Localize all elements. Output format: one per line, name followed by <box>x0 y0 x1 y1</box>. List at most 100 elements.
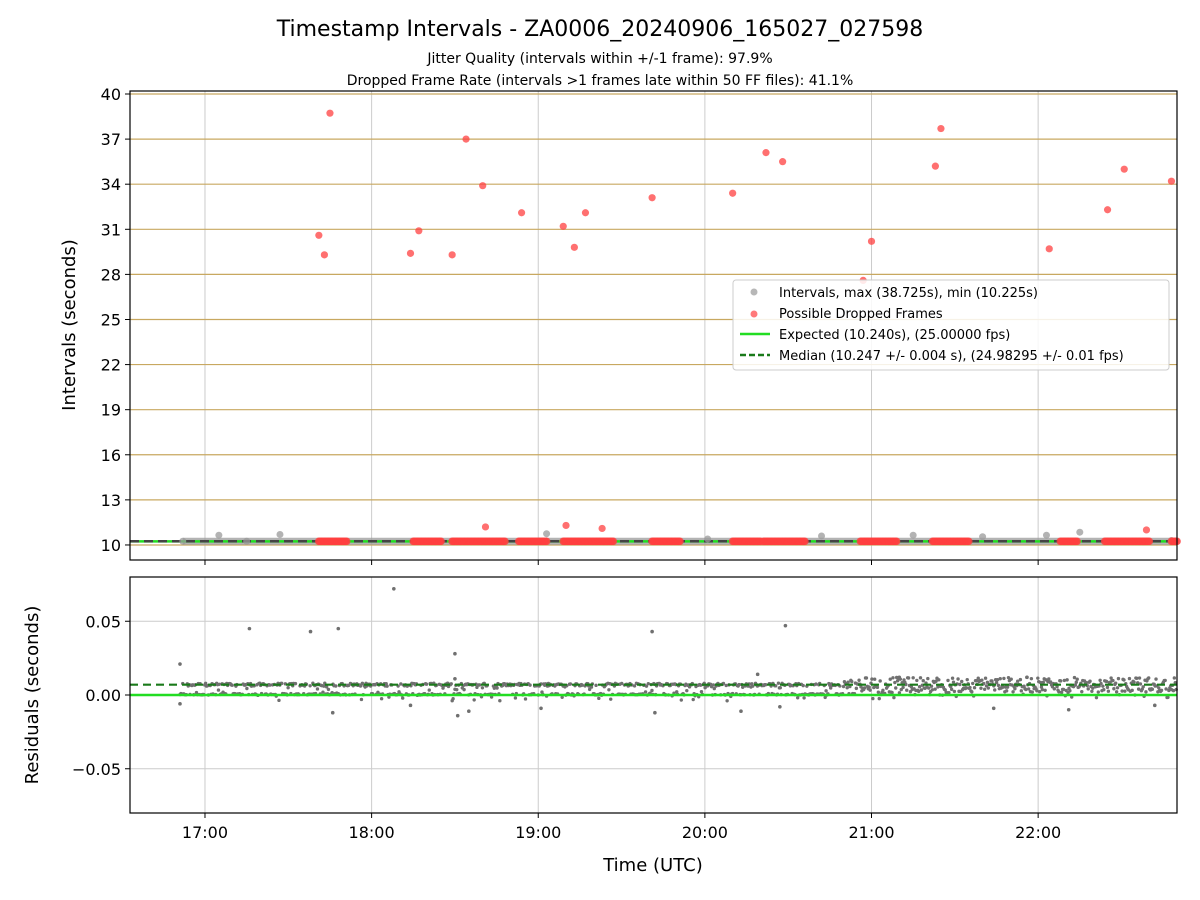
residual-point <box>946 678 950 683</box>
dropped-frame-point <box>570 243 578 251</box>
residual-point <box>498 698 502 703</box>
residual-point <box>850 679 854 684</box>
residual-point <box>958 682 962 687</box>
legend-label-dropped: Possible Dropped Frames <box>779 307 943 322</box>
residual-point <box>178 702 182 706</box>
residual-point <box>217 682 222 686</box>
residual-point <box>1068 689 1072 693</box>
residual-point <box>893 680 897 685</box>
dropped-frame-point <box>1045 245 1053 253</box>
interval-point <box>179 537 187 545</box>
residual-point <box>1114 690 1119 694</box>
residual-point <box>1030 690 1035 694</box>
residual-point <box>1106 689 1111 693</box>
residual-point <box>983 676 988 680</box>
residual-point <box>909 685 914 689</box>
residual-point <box>857 678 861 682</box>
residual-point <box>1127 676 1132 681</box>
residual-point <box>916 689 921 694</box>
residual-point <box>936 685 940 689</box>
residual-point <box>462 687 466 692</box>
residual-point <box>449 682 453 686</box>
residual-point <box>960 679 964 684</box>
residual-point <box>1037 689 1042 694</box>
residual-point <box>1114 681 1118 685</box>
residual-point <box>293 681 298 686</box>
residual-point <box>1164 687 1168 691</box>
residual-point <box>1065 678 1069 682</box>
residual-point <box>867 685 871 689</box>
residual-point <box>336 626 341 631</box>
residual-point <box>1019 689 1024 693</box>
residual-point <box>451 697 455 701</box>
residual-point <box>1101 684 1105 688</box>
residual-point <box>650 688 654 693</box>
dropped-frame-point <box>581 209 590 217</box>
residual-point <box>993 688 997 692</box>
dropped-frame-point <box>559 222 567 230</box>
bottom-ylabel: Residuals (seconds) <box>22 606 43 785</box>
residual-point <box>995 678 1000 682</box>
residual-point <box>901 685 905 690</box>
residual-point <box>609 697 613 701</box>
residual-point <box>906 676 911 680</box>
residual-point <box>890 690 894 695</box>
residual-point <box>712 686 716 691</box>
residual-point <box>927 686 931 690</box>
residual-point <box>675 690 679 694</box>
residual-point <box>905 688 909 692</box>
residual-point <box>917 685 922 689</box>
residual-point <box>776 681 781 685</box>
residual-point <box>933 687 937 691</box>
residual-point <box>1173 680 1177 685</box>
residual-point <box>951 680 956 684</box>
residual-point <box>1132 680 1136 684</box>
top-ytick-label: 40 <box>101 85 121 104</box>
residual-point <box>1001 685 1005 689</box>
residual-point <box>894 686 898 690</box>
residual-point <box>620 681 624 686</box>
legend: Intervals, max (38.725s), min (10.225s) … <box>732 279 1170 371</box>
dropped-frame-point <box>1167 177 1176 185</box>
residual-point <box>763 683 768 687</box>
dropped-frame-point <box>598 524 606 533</box>
interval-point <box>276 530 284 538</box>
residual-point <box>991 706 996 711</box>
residual-point <box>1115 686 1120 690</box>
residual-point <box>1002 676 1006 681</box>
residual-point <box>1096 690 1100 694</box>
residual-point <box>1035 689 1039 693</box>
residual-point <box>385 684 389 688</box>
dropped-frame-point <box>481 523 490 531</box>
residual-point <box>741 685 745 689</box>
residual-point <box>876 690 881 694</box>
residual-point <box>1040 687 1045 692</box>
dropped-frame-point <box>415 227 423 235</box>
bottom-ytick-label: 0.05 <box>85 612 121 631</box>
bottom-xtick-label: 22:00 <box>1015 823 1061 842</box>
residual-point <box>286 686 290 690</box>
residual-point <box>358 684 363 688</box>
residual-point <box>1163 678 1167 683</box>
residual-point <box>1138 682 1143 686</box>
residual-point <box>864 676 869 680</box>
residual-point <box>965 677 969 682</box>
top-ytick-label: 10 <box>101 536 121 555</box>
residual-point <box>607 688 611 692</box>
residual-point <box>455 687 459 692</box>
residual-point <box>528 683 532 687</box>
residual-point <box>783 623 788 628</box>
residual-point <box>1157 686 1161 690</box>
residual-point <box>568 682 573 686</box>
dropped-frame-point <box>315 231 323 239</box>
residual-point <box>480 686 485 690</box>
residual-point <box>427 688 431 692</box>
residual-point <box>795 696 800 700</box>
dropped-frame-point <box>320 251 329 259</box>
residual-point <box>513 696 518 700</box>
residual-point <box>322 684 326 688</box>
residual-point <box>1088 679 1092 683</box>
residual-point <box>247 626 252 631</box>
residual-point <box>679 698 683 702</box>
x-axis-label: Time (UTC) <box>602 855 703 876</box>
